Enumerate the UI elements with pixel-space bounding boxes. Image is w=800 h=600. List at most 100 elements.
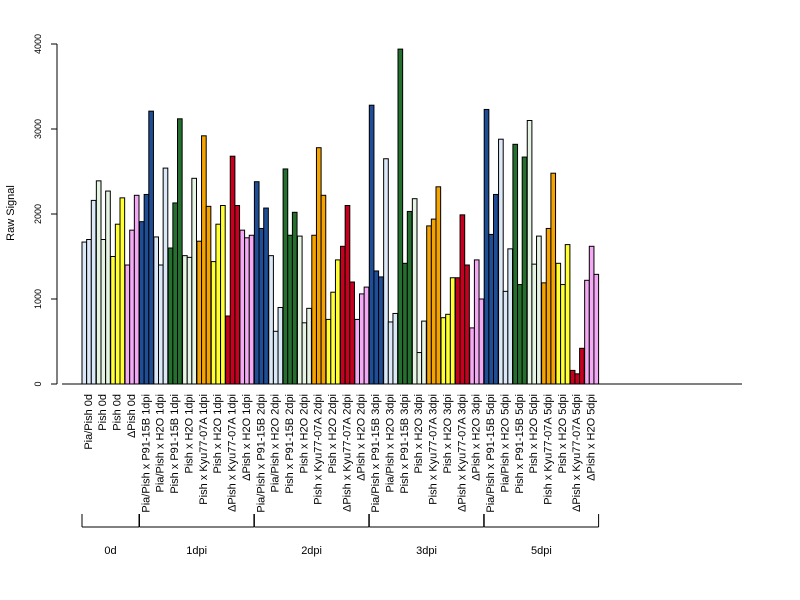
bar (205, 205, 212, 385)
x-tick-label: Pish x Kyu77-07A 1dpi (198, 394, 210, 505)
bar (560, 284, 566, 385)
bar (517, 284, 523, 385)
x-tick-label: ΔPish x Kyu77-07A 1dpi (226, 394, 238, 512)
bar (373, 270, 380, 385)
bar (445, 313, 451, 385)
bar (139, 221, 145, 385)
bar (541, 282, 547, 385)
x-tick-label: ΔPish x Kyu77-07A 3dpi (456, 394, 468, 512)
group-brackets: 0d 1dpi 2dpi 3dpi 5dpi (81, 514, 600, 557)
bar (402, 262, 408, 385)
bar (325, 318, 332, 385)
bar (320, 194, 327, 385)
x-tick-label: ΔPish x H2O 1dpi (241, 394, 253, 481)
bar (291, 211, 298, 385)
bar (315, 147, 322, 385)
y-axis: 0 1000 2000 3000 4000 (33, 34, 58, 387)
bar (105, 190, 111, 385)
bar (440, 317, 447, 385)
bar (574, 373, 581, 385)
x-tick-label: Pish x Kyu77-07A 3dpi (428, 394, 440, 505)
bar (435, 186, 442, 385)
y-tick-label: 1000 (33, 289, 43, 309)
bar (287, 234, 293, 385)
bar (579, 347, 585, 385)
x-tick-label: Pish x H2O 2dpi (298, 394, 310, 473)
bar (569, 369, 576, 385)
bar (550, 172, 557, 385)
bar (311, 234, 317, 385)
x-tick-label: Pish x Kyu77-07A 5dpi (542, 394, 554, 505)
bar (340, 245, 346, 385)
bar (90, 199, 97, 385)
bar (248, 234, 255, 385)
bar (406, 210, 413, 385)
bar (114, 223, 121, 385)
bar (502, 290, 509, 385)
bar (488, 233, 495, 385)
bar (363, 286, 370, 385)
bar (210, 261, 217, 385)
group-label: 0d (104, 545, 116, 557)
bar (392, 312, 399, 385)
x-tick-label: Pish x Kyu77-07A 2dpi (313, 394, 325, 505)
bar (167, 247, 174, 385)
bar (354, 318, 361, 385)
y-tick-label: 3000 (33, 119, 43, 139)
bar (119, 197, 126, 385)
x-tick-label: Pia/Pish x H2O 3dpi (385, 394, 397, 492)
bar (220, 205, 226, 385)
bar (272, 330, 279, 385)
bar (469, 327, 475, 385)
bar (258, 227, 265, 385)
bar (426, 225, 432, 385)
bar (378, 276, 384, 385)
bar (196, 240, 203, 385)
bar (464, 264, 470, 385)
bar (162, 167, 169, 385)
bar (186, 256, 193, 385)
bar (95, 180, 102, 385)
bar (182, 255, 188, 385)
bar (411, 198, 418, 385)
x-tick-label: Pish x P91-15B 3dpi (399, 394, 411, 494)
bar (201, 135, 207, 385)
x-tick-label: ΔPish 0d (126, 394, 138, 438)
bar (421, 320, 427, 385)
bar (268, 255, 274, 385)
x-tick-label: Pia/Pish x P91-15B 5dpi (485, 394, 497, 513)
x-tick-label: Pia/Pish x H2O 2dpi (270, 394, 282, 492)
bar (133, 194, 140, 385)
bar (368, 104, 375, 385)
bar (359, 293, 365, 385)
bar (483, 108, 490, 385)
bar (100, 239, 107, 385)
bar (148, 110, 154, 385)
bar (493, 193, 499, 385)
x-tick-label: ΔPish x Kyu77-07A 5dpi (571, 394, 583, 512)
x-tick-label: ΔPish x H2O 2dpi (356, 394, 368, 481)
x-tick-label: Pia/Pish x P91-15B 2dpi (255, 394, 267, 513)
x-tick-label: Pish x H2O 5dpi (528, 394, 540, 473)
x-tick-label: Pish x P91-15B 5dpi (514, 394, 526, 494)
x-tick-label: Pish x H2O 3dpi (442, 394, 454, 473)
x-tick-label: Pish 0d (112, 394, 124, 431)
x-tick-label: Pia/Pish x H2O 1dpi (155, 394, 167, 492)
bar (545, 227, 552, 385)
bar (334, 259, 341, 385)
x-tick-label: Pish x H2O 1dpi (183, 394, 195, 473)
y-tick-label: 4000 (33, 34, 43, 54)
bar (86, 239, 92, 385)
bar (383, 158, 389, 385)
group-label: 1dpi (186, 545, 207, 557)
group-label: 2dpi (301, 545, 322, 557)
bar (430, 218, 437, 385)
bar (239, 229, 246, 385)
bar (449, 277, 456, 385)
bar (225, 315, 231, 385)
bar (215, 223, 222, 385)
x-tick-label: Pish x P91-15B 1dpi (169, 394, 181, 494)
x-tick-label: Pia/Pish x P91-15B 1dpi (140, 394, 152, 513)
bar (330, 291, 336, 385)
